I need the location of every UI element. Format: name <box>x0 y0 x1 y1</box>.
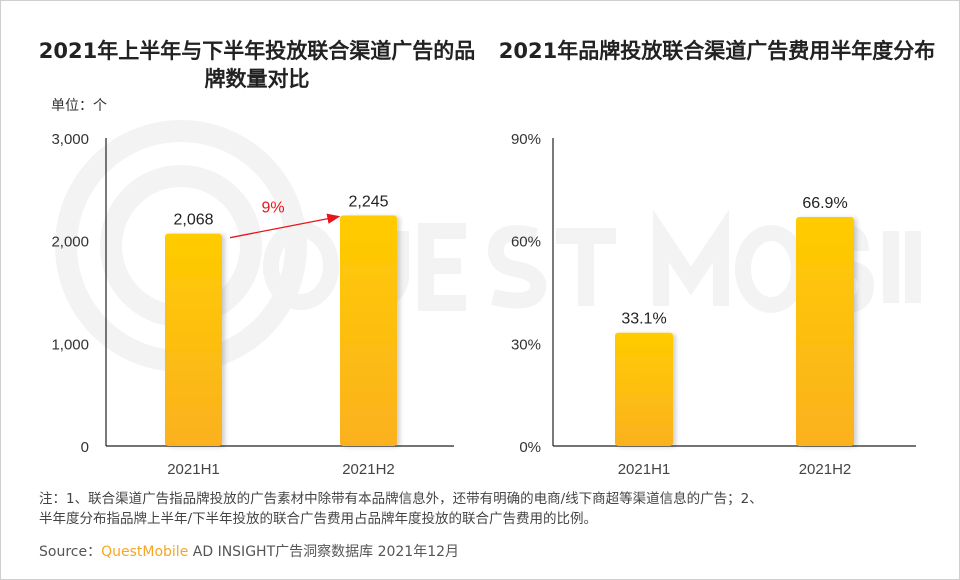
y-tick-label: 30% <box>511 336 541 353</box>
x-tick-label: 2021H2 <box>799 461 852 478</box>
chart-title-spend-share: 2021年品牌投放联合渠道广告费用半年度分布 <box>498 39 936 63</box>
growth-label: 9% <box>261 200 284 217</box>
right-title-block: 2021年品牌投放联合渠道广告费用半年度分布 <box>497 37 937 65</box>
left-title-block: 2021年上半年与下半年投放联合渠道广告的品牌数量对比 单位：个 <box>37 37 477 115</box>
source-brand: QuestMobile <box>101 544 189 560</box>
data-label: 66.9% <box>802 195 847 212</box>
note-line-2: 半年度分布指品牌上半年/下半年投放的联合广告费用占品牌年度投放的联合广告费用的比… <box>39 511 598 527</box>
y-tick-label: 0% <box>519 439 541 456</box>
source-text: AD INSIGHT广告洞察数据库 2021年12月 <box>188 544 460 560</box>
bar-2021H1 <box>615 332 673 446</box>
y-tick-label: 90% <box>511 131 541 148</box>
y-tick-label: 3,000 <box>51 131 89 148</box>
note-line-1: 注：1、联合渠道广告指品牌投放的广告素材中除带有本品牌信息外，还带有明确的电商/… <box>39 491 763 507</box>
chart-title-brand-count: 2021年上半年与下半年投放联合渠道广告的品牌数量对比 <box>38 39 476 91</box>
bar-2021H1 <box>165 233 222 446</box>
y-tick-label: 1,000 <box>51 336 89 353</box>
data-label: 33.1% <box>621 311 666 328</box>
y-tick-label: 2,000 <box>51 234 89 251</box>
x-tick-label: 2021H1 <box>167 461 220 478</box>
y-tick-label: 60% <box>511 234 541 251</box>
x-tick-label: 2021H2 <box>342 461 395 478</box>
source: Source：QuestMobile AD INSIGHT广告洞察数据库 202… <box>39 542 939 562</box>
footer: 注：1、联合渠道广告指品牌投放的广告素材中除带有本品牌信息外，还带有明确的电商/… <box>39 489 939 562</box>
data-label: 2,068 <box>173 212 213 229</box>
bar-2021H2 <box>340 215 397 446</box>
bar-2021H2 <box>796 217 854 446</box>
growth-arrow <box>229 213 341 239</box>
source-label: Source： <box>39 544 102 560</box>
x-tick-label: 2021H1 <box>618 461 671 478</box>
data-label: 2,245 <box>348 194 388 211</box>
unit-label: 单位：个 <box>51 98 107 114</box>
y-tick-label: 0 <box>81 439 89 456</box>
